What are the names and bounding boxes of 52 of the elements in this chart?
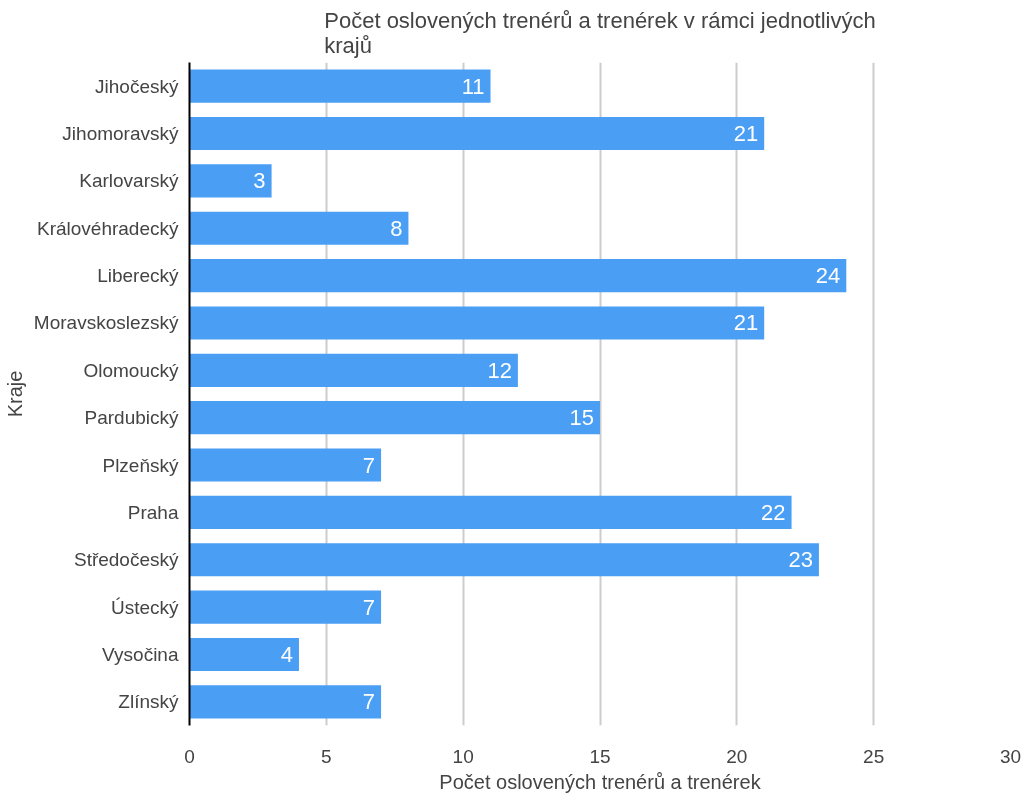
chart-title: Počet oslovených trenérů a trenérek v rámci jednotlivých krajů [324,7,876,58]
bar [189,164,272,198]
data-label: 3 [253,168,266,194]
bar [189,259,847,293]
bar [189,353,518,387]
y-tick-label: Vysočina [102,643,179,665]
data-label: 8 [390,215,403,241]
bar [189,116,765,151]
y-tick-label: Olomoucký [83,359,179,381]
y-tick-label: Ústecký [110,596,179,618]
y-tick-label: Středočeský [73,549,179,571]
data-label: 4 [280,641,293,667]
x-axis-title: Počet oslovených trenérů a trenérek [439,770,762,793]
data-label: 7 [362,689,376,715]
data-label: 15 [569,405,595,431]
y-tick-label: Praha [127,501,179,523]
bar [189,590,382,624]
bar [189,401,600,435]
y-tick-label: Zlínský [118,691,179,713]
bar [189,69,491,103]
bar [189,495,792,529]
y-tick-label: Moravskoslezský [33,312,179,334]
y-tick-label: Jihomoravský [62,123,179,145]
x-tick-label: 10 [452,745,474,767]
x-tick-label: 30 [999,745,1022,767]
data-label: 7 [362,594,376,620]
bar [189,448,382,482]
x-tick-label: 15 [589,745,611,767]
data-label: 23 [788,547,813,573]
bar [189,306,765,340]
x-tick-label: 0 [184,745,195,767]
x-tick-label: 5 [321,745,332,767]
x-tick-label: 25 [863,745,885,767]
bar [189,211,409,245]
bar [189,543,819,577]
y-tick-label: Jihočeský [95,75,179,97]
data-label: 7 [362,452,376,478]
data-label: 24 [815,263,841,289]
y-tick-label: Liberecký [97,265,179,287]
y-tick-label: Královéhradecký [36,217,179,239]
y-tick-label: Pardubický [84,407,179,429]
y-tick-label: Plzeňský [102,454,179,476]
y-tick-label: Karlovarský [79,170,179,192]
data-label: 21 [733,310,759,336]
data-label: 11 [461,73,485,99]
y-axis-title: Kraje [3,370,26,418]
data-label: 21 [733,121,759,147]
bar [189,685,382,719]
data-label: 12 [487,357,512,383]
data-label: 22 [761,499,786,525]
x-tick-label: 20 [726,745,748,767]
bar [189,637,299,672]
